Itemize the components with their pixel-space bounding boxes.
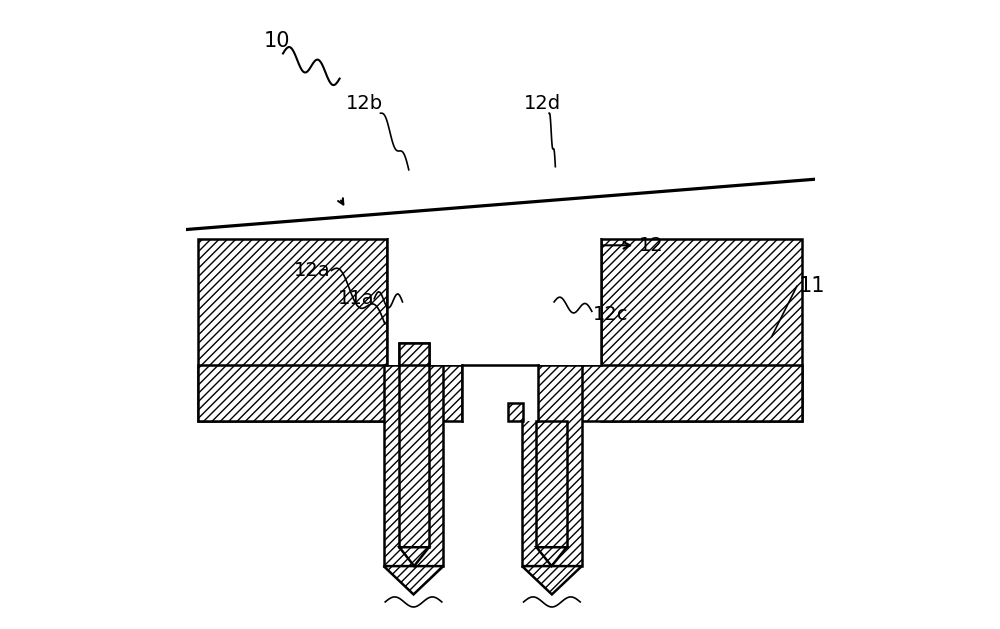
Polygon shape — [536, 547, 567, 566]
Bar — [601, 239, 802, 421]
Bar — [538, 365, 802, 421]
Polygon shape — [399, 547, 429, 566]
Text: 12b: 12b — [346, 94, 383, 113]
Bar — [508, 403, 523, 421]
Text: 10: 10 — [263, 31, 290, 51]
Bar — [399, 343, 429, 365]
Polygon shape — [384, 566, 443, 594]
Text: 11a: 11a — [338, 289, 374, 308]
Polygon shape — [522, 566, 582, 594]
Text: 12: 12 — [638, 236, 663, 255]
Bar — [387, 239, 601, 365]
Text: 12a: 12a — [294, 261, 330, 280]
Bar — [522, 365, 582, 566]
Bar — [462, 365, 538, 421]
Bar — [399, 343, 429, 547]
Bar — [384, 365, 443, 566]
Bar — [198, 365, 462, 421]
Text: 12d: 12d — [524, 94, 561, 113]
Bar — [536, 421, 567, 547]
Bar — [198, 239, 387, 421]
Text: 12c: 12c — [593, 305, 629, 324]
Text: 11: 11 — [799, 276, 825, 296]
